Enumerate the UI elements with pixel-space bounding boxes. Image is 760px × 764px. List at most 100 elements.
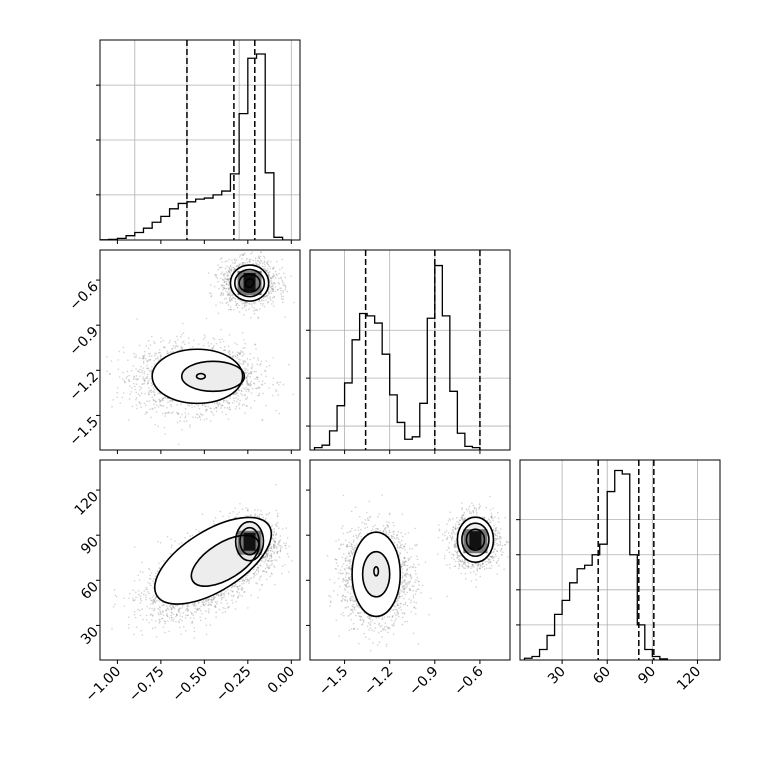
- p01-point: [217, 277, 219, 279]
- p01-point: [143, 367, 145, 369]
- p01-point: [177, 339, 179, 341]
- p02-point: [149, 583, 151, 585]
- p02-point: [157, 608, 159, 610]
- p01-point: [276, 274, 278, 276]
- p2-xtick-label: 60: [590, 664, 614, 688]
- p02-point: [195, 607, 197, 609]
- p01-point: [189, 424, 191, 426]
- p02-point: [266, 579, 268, 581]
- p01-point: [150, 344, 152, 346]
- p01-point: [271, 276, 273, 278]
- p01-point: [151, 397, 153, 399]
- p01-point: [204, 337, 206, 339]
- p01-point: [268, 387, 270, 389]
- p01-point: [246, 396, 248, 398]
- p01-point: [265, 299, 267, 301]
- p02-point: [191, 613, 193, 615]
- p01-point: [236, 406, 238, 408]
- p01-point: [139, 371, 141, 373]
- p01-point: [181, 429, 183, 431]
- p01-point: [139, 395, 141, 397]
- p01-point: [210, 407, 212, 409]
- p01-point: [192, 416, 194, 418]
- p01-point: [160, 337, 162, 339]
- p01-point: [257, 260, 259, 262]
- p01-point: [288, 364, 290, 366]
- p01-point: [229, 353, 231, 355]
- p01-point: [223, 350, 225, 352]
- p01-point: [255, 348, 257, 350]
- p01-point: [251, 392, 253, 394]
- p01-point: [139, 386, 141, 388]
- p01-point: [244, 347, 246, 349]
- p01-point: [128, 379, 130, 381]
- p01-point: [157, 356, 159, 358]
- p01-point: [179, 420, 181, 422]
- p02-point: [185, 609, 187, 611]
- p01-point: [264, 257, 266, 259]
- p02-point: [150, 603, 152, 605]
- p02-point: [149, 608, 151, 610]
- p01-point: [253, 357, 255, 359]
- p01-point: [167, 350, 169, 352]
- p02-point: [222, 607, 224, 609]
- p01-point: [264, 269, 266, 271]
- p02-point: [200, 619, 202, 621]
- p01-point: [229, 269, 231, 271]
- p01-point: [156, 401, 158, 403]
- p01-point: [231, 259, 233, 261]
- p01-point: [280, 277, 282, 279]
- p01-point: [151, 369, 153, 371]
- p02-point: [128, 624, 130, 626]
- p01-point: [176, 404, 178, 406]
- p01-point: [239, 256, 241, 258]
- p01-point: [240, 254, 242, 256]
- p01-point: [143, 383, 145, 385]
- p01-point: [237, 395, 239, 397]
- p01-point: [181, 346, 183, 348]
- p02-point: [224, 611, 226, 613]
- p01-point: [141, 370, 143, 372]
- p01-point: [251, 363, 253, 365]
- p01-point: [188, 413, 190, 415]
- p01-point: [122, 372, 124, 374]
- p02-point: [231, 599, 233, 601]
- p02-point: [155, 620, 157, 622]
- p01-point: [248, 308, 250, 310]
- p01-point: [272, 297, 274, 299]
- p01-point: [199, 408, 201, 410]
- p01-point: [148, 370, 150, 372]
- p01-point: [106, 371, 108, 373]
- p01-point: [227, 275, 229, 277]
- p01-point: [221, 285, 223, 287]
- p01-point: [246, 304, 248, 306]
- p01-point: [249, 261, 251, 263]
- p02-point: [225, 591, 227, 593]
- p01-point: [255, 371, 257, 373]
- p01-point: [149, 378, 151, 380]
- p02-point: [135, 617, 137, 619]
- p01-point: [148, 359, 150, 361]
- p01-point: [220, 407, 222, 409]
- p01-point: [243, 363, 245, 365]
- p01-point: [270, 268, 272, 270]
- p01-point: [279, 413, 281, 415]
- p02-point: [208, 604, 210, 606]
- p01-point: [220, 342, 222, 344]
- p01-point: [218, 312, 220, 314]
- p01-point: [274, 296, 276, 298]
- p01-point: [149, 400, 151, 402]
- p01-point: [242, 347, 244, 349]
- p01-point: [195, 416, 197, 418]
- p01-point: [184, 417, 186, 419]
- p01-point: [282, 284, 284, 286]
- p01-point: [153, 403, 155, 405]
- p01-point: [224, 282, 226, 284]
- p01-point: [282, 281, 284, 283]
- p01-point: [135, 399, 137, 401]
- p01-point: [178, 444, 180, 446]
- p02-point: [257, 597, 259, 599]
- p02-point: [128, 597, 130, 599]
- p01-point: [217, 281, 219, 283]
- p01-point: [241, 258, 243, 260]
